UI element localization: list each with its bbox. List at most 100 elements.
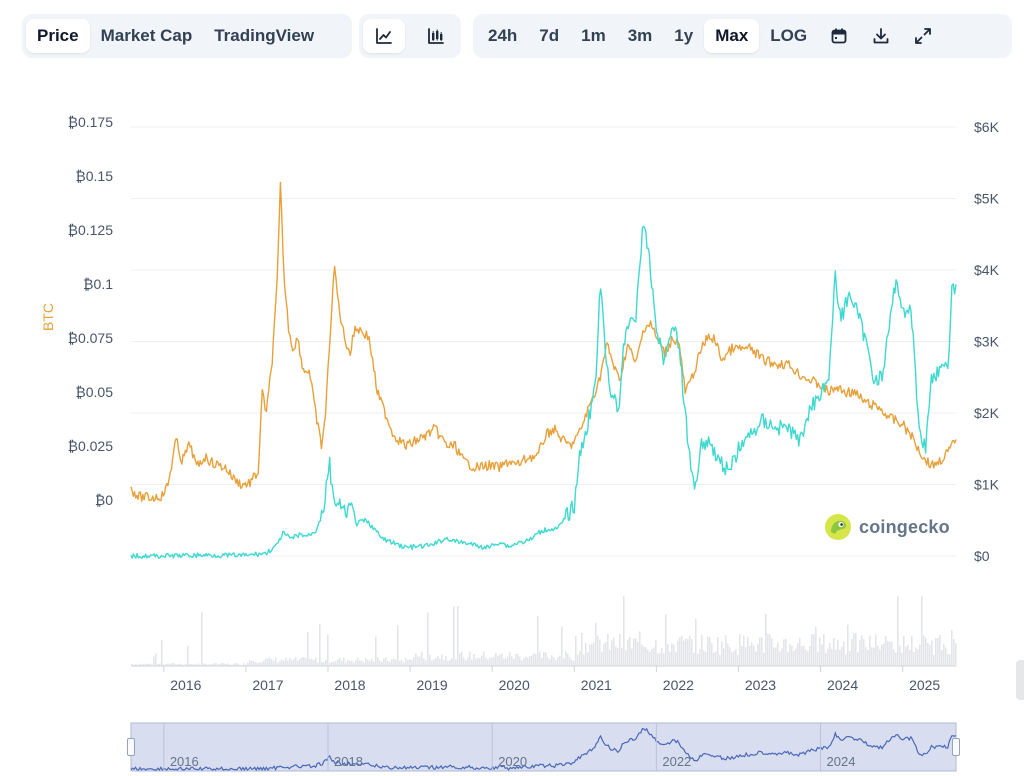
fullscreen-icon[interactable] — [902, 19, 944, 53]
volume-bar — [433, 659, 435, 666]
volume-bar — [261, 662, 263, 666]
volume-bar — [625, 650, 627, 666]
volume-bar — [807, 651, 809, 666]
download-icon[interactable] — [860, 19, 902, 53]
volume-bar — [481, 655, 483, 666]
volume-bar — [871, 647, 873, 666]
volume-bar — [437, 655, 439, 666]
range-group: 24h 7d 1m 3m 1y Max LOG — [473, 14, 1012, 58]
volume-bar — [731, 652, 733, 666]
volume-bar — [557, 657, 559, 666]
side-panel-tab[interactable] — [1016, 660, 1024, 700]
volume-bar — [243, 663, 245, 666]
volume-bar — [827, 648, 829, 666]
volume-bar — [917, 649, 919, 666]
volume-bar — [947, 654, 949, 666]
tab-tradingview[interactable]: TradingView — [214, 26, 315, 45]
volume-bar — [223, 663, 225, 666]
volume-bar — [659, 652, 661, 666]
volume-bar — [485, 657, 487, 666]
volume-bar — [275, 657, 277, 666]
log-scale-toggle[interactable]: LOG — [770, 26, 808, 45]
volume-bar — [715, 651, 717, 666]
volume-bar — [397, 625, 399, 666]
volume-bar — [311, 658, 313, 666]
volume-bar — [743, 635, 745, 666]
volume-bar — [237, 663, 239, 666]
volume-bar — [359, 660, 361, 666]
volume-bar — [927, 642, 929, 666]
volume-bar — [725, 635, 727, 666]
volume-bar — [489, 657, 491, 666]
volume-bar — [287, 660, 289, 666]
volume-bar — [467, 657, 469, 666]
volume-bar — [769, 634, 771, 666]
volume-bar — [483, 651, 485, 666]
range-max[interactable]: Max — [704, 19, 760, 53]
volume-bar — [475, 658, 477, 666]
volume-bar — [787, 652, 789, 666]
tab-market-cap[interactable]: Market Cap — [100, 26, 193, 45]
fullscreen-icon-svg — [915, 28, 932, 44]
range-24h[interactable]: 24h — [488, 26, 518, 45]
volume-bar — [619, 634, 621, 666]
volume-bar — [283, 660, 285, 666]
volume-bar — [603, 643, 605, 666]
volume-bar — [149, 663, 151, 666]
logo-text: coingecko — [859, 516, 950, 537]
volume-bar — [235, 663, 237, 666]
volume-bar — [519, 656, 521, 666]
calendar-icon[interactable] — [818, 19, 860, 53]
volume-bar — [591, 644, 593, 666]
range-3m[interactable]: 3m — [627, 26, 653, 45]
navigator-left-handle[interactable] — [127, 738, 135, 756]
volume-bar — [597, 635, 599, 666]
volume-bar — [469, 651, 471, 666]
volume-bar — [689, 635, 691, 666]
volume-bar — [555, 660, 557, 666]
volume-bar — [897, 596, 899, 666]
volume-bar — [615, 646, 617, 666]
volume-bar — [867, 650, 869, 666]
volume-bar — [795, 648, 797, 666]
volume-bar — [735, 649, 737, 666]
volume-bar — [505, 658, 507, 666]
line-chart-icon[interactable] — [363, 19, 405, 53]
volume-bar — [167, 663, 169, 666]
volume-bar — [791, 645, 793, 666]
volume-bar — [181, 664, 183, 666]
volume-bar — [365, 657, 367, 666]
volume-bar — [621, 648, 623, 666]
range-1y[interactable]: 1y — [674, 26, 694, 45]
volume-bar — [217, 664, 219, 666]
volume-bar — [729, 647, 731, 666]
volume-bar — [675, 652, 677, 666]
range-7d[interactable]: 7d — [539, 26, 560, 45]
volume-bar — [179, 663, 181, 666]
volume-bar — [443, 660, 445, 666]
volume-bar — [305, 658, 307, 666]
volume-bar — [605, 642, 607, 666]
volume-bar — [581, 633, 583, 666]
volume-bar — [411, 660, 413, 666]
navigator-right-handle[interactable] — [952, 738, 960, 756]
volume-bar — [577, 654, 579, 666]
volume-bar — [679, 637, 681, 666]
volume-bar — [431, 660, 433, 666]
volume-bar — [611, 640, 613, 666]
left-axis-tick-label: ₿0.075 — [68, 330, 114, 346]
candlestick-chart-icon[interactable] — [415, 19, 457, 53]
volume-bar — [929, 644, 931, 666]
x-axis-tick-label: 2017 — [252, 677, 283, 693]
navigator-tick-label: 2016 — [170, 754, 199, 769]
volume-bar — [877, 645, 879, 666]
volume-bar — [911, 635, 913, 666]
volume-bar — [211, 664, 213, 666]
volume-bar — [435, 657, 437, 666]
volume-bar — [229, 664, 231, 666]
volume-bar — [587, 652, 589, 666]
range-1m[interactable]: 1m — [581, 26, 606, 45]
tab-price[interactable]: Price — [26, 19, 90, 53]
volume-bar — [535, 653, 537, 666]
